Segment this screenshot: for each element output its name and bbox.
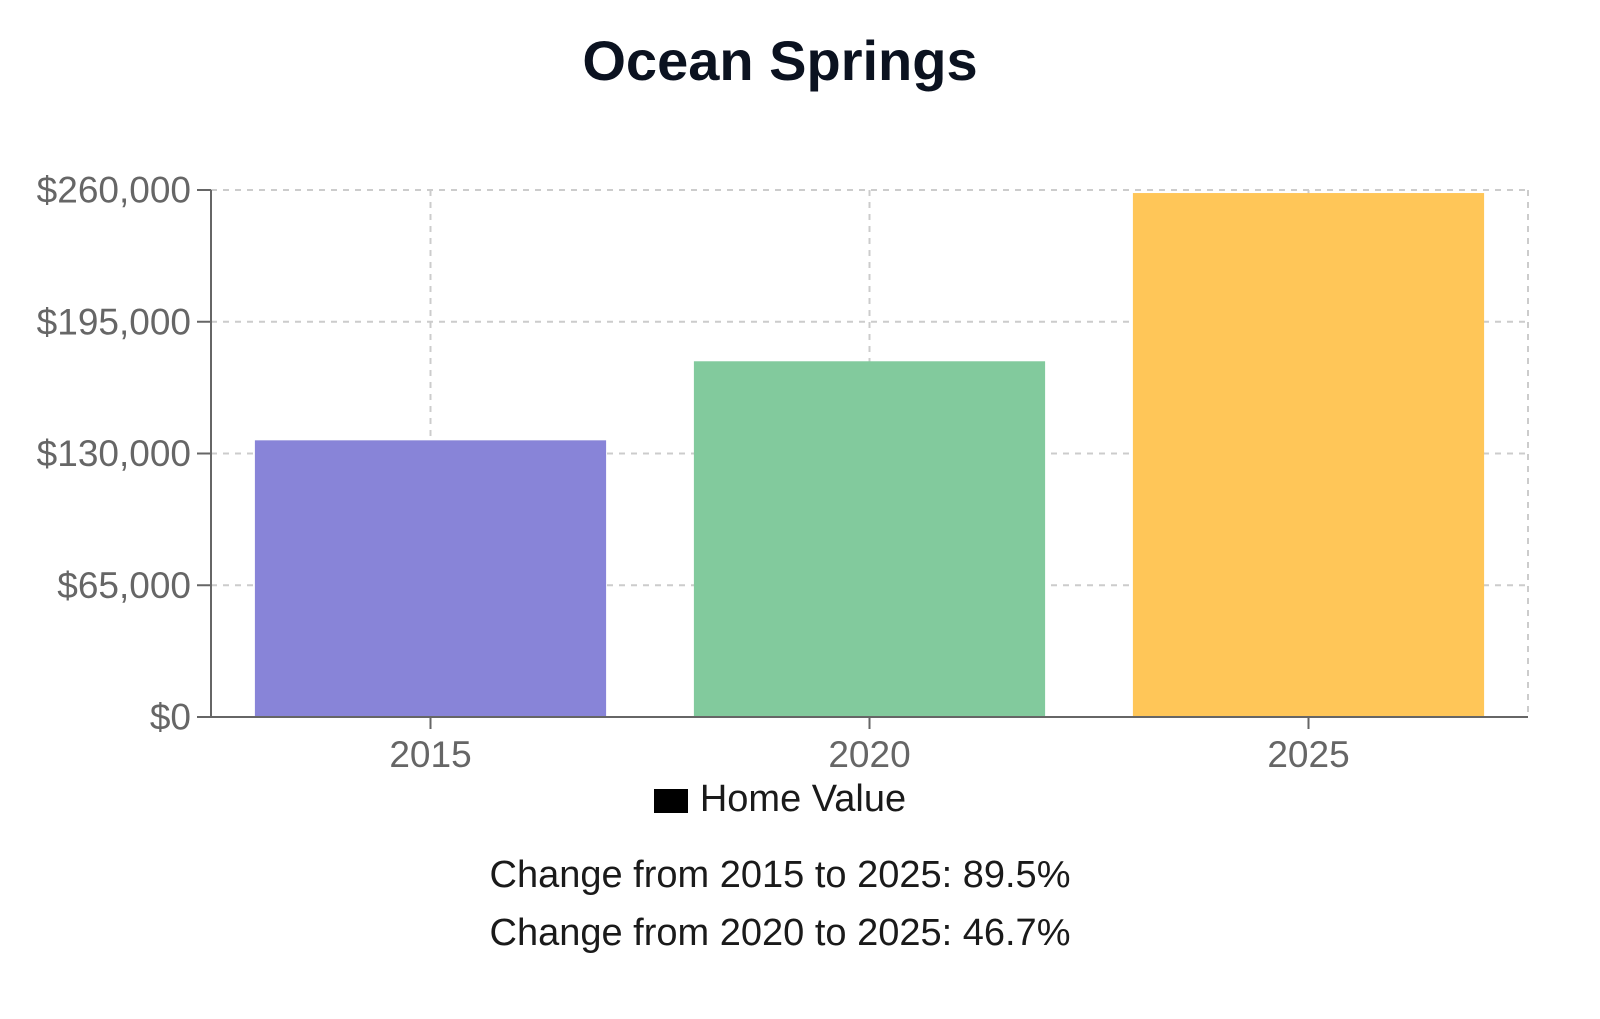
- legend-label: Home Value: [699, 778, 907, 820]
- bar-chart: $0 $65,000 $130,000 $195,000 $260,000 2015 202…: [37, 170, 1529, 770]
- x-tick-label-2025: 2025: [1267, 734, 1349, 770]
- y-tick-label-3: $195,000: [37, 301, 191, 342]
- bar-2015: [254, 440, 607, 717]
- x-tick-label-2020: 2020: [828, 734, 910, 770]
- y-tick-label-1: $65,000: [57, 565, 191, 606]
- bar-2020: [693, 361, 1046, 717]
- y-tick-label-2: $130,000: [37, 433, 191, 474]
- legend: Home Value: [0, 778, 1560, 821]
- chart-title: Ocean Springs: [582, 29, 978, 92]
- y-tick-label-4: $260,000: [37, 170, 191, 211]
- x-tick-label-2015: 2015: [389, 734, 471, 770]
- bars-layer: [254, 193, 1485, 717]
- stat-change-2015-2025: Change from 2015 to 2025: 89.5%: [489, 854, 1071, 896]
- stat-change-2020-2025: Change from 2020 to 2025: 46.7%: [489, 912, 1071, 954]
- axis-layer: $0 $65,000 $130,000 $195,000 $260,000 2015 202…: [37, 170, 1528, 770]
- bar-2025: [1132, 193, 1485, 717]
- stats-block: Change from 2015 to 2025: 89.5% Change f…: [0, 846, 1560, 962]
- y-tick-label-0: $0: [150, 697, 191, 738]
- legend-swatch: [653, 789, 688, 813]
